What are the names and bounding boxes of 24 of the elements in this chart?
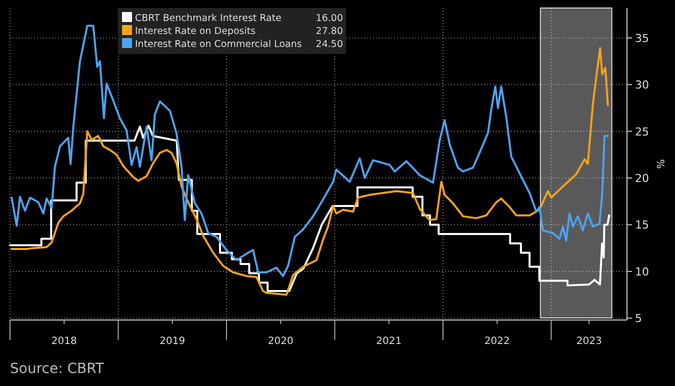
line-series bbox=[9, 124, 610, 292]
legend-label: Interest Rate on Deposits bbox=[135, 26, 256, 37]
line-series bbox=[10, 24, 609, 278]
x-tick-label: 2023 bbox=[576, 336, 602, 347]
x-tick-label: 2018 bbox=[51, 336, 77, 347]
source-note: Source: CBRT bbox=[10, 361, 104, 377]
x-tick-label: 2020 bbox=[268, 336, 294, 347]
y-tick-label: 5 bbox=[635, 312, 642, 326]
line-series bbox=[10, 47, 609, 296]
annotation: 24.50 bbox=[316, 39, 343, 50]
y-tick-label: 25 bbox=[635, 125, 649, 138]
y-tick-label: 30 bbox=[635, 78, 649, 92]
y-tick-label: 35 bbox=[635, 32, 649, 45]
y-tick-label: 20 bbox=[635, 172, 649, 186]
x-tick-label: 2021 bbox=[376, 336, 402, 347]
annotation: 27.80 bbox=[316, 26, 343, 37]
annotation: 16.00 bbox=[316, 13, 343, 24]
legend-label: CBRT Benchmark Interest Rate bbox=[135, 13, 282, 24]
x-tick-label: 2019 bbox=[160, 336, 186, 347]
y-axis-title: % bbox=[654, 159, 665, 169]
x-tick-label: 2022 bbox=[484, 336, 510, 347]
legend-label: Interest Rate on Commercial Loans bbox=[135, 39, 302, 50]
y-tick-label: 15 bbox=[635, 218, 649, 232]
y-tick-label: 10 bbox=[635, 265, 649, 278]
